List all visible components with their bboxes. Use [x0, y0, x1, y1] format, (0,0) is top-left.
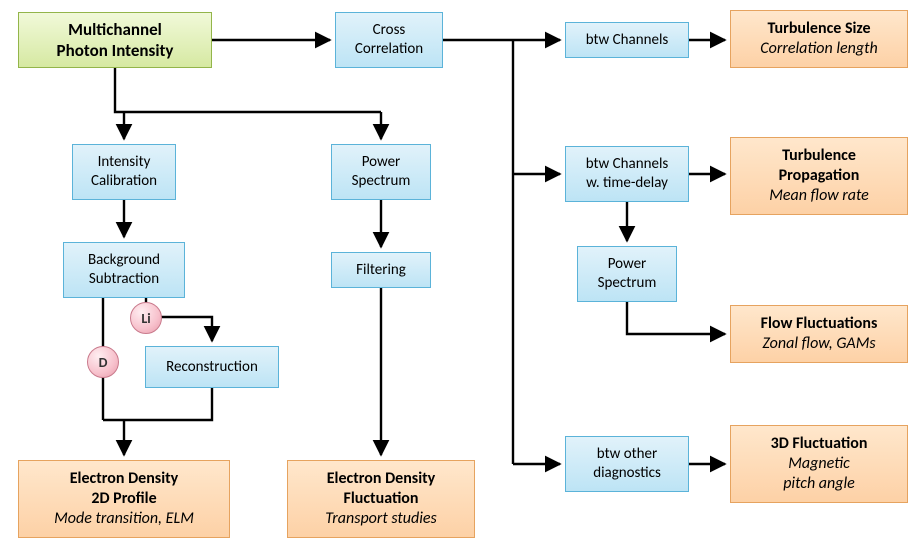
text: Zonal flow, GAMs — [762, 334, 875, 354]
text: Spectrum — [598, 274, 657, 293]
text: Power — [608, 255, 647, 274]
text: Electron Density — [327, 469, 436, 489]
node-btw-channels-delay: btw Channels w. time-delay — [565, 146, 689, 202]
node-btw-other-diagnostics: btw other diagnostics — [565, 436, 689, 492]
text: Electron Density — [70, 469, 179, 489]
text: D — [99, 354, 108, 371]
text: Turbulence Size — [767, 19, 870, 39]
text: btw Channels — [586, 155, 669, 174]
text: Intensity — [98, 153, 151, 172]
text: btw Channels — [586, 31, 669, 50]
badge-li: Li — [130, 302, 162, 334]
text: Flow Fluctuations — [761, 314, 878, 334]
node-reconstruction: Reconstruction — [145, 346, 279, 388]
node-btw-channels: btw Channels — [565, 22, 689, 58]
text: Mean flow rate — [769, 186, 869, 206]
node-cross-correlation: Cross Correlation — [335, 12, 443, 68]
node-background-subtraction: Background Subtraction — [63, 242, 185, 298]
text: Fluctuation — [344, 489, 419, 509]
node-intensity-calibration: Intensity Calibration — [72, 144, 176, 200]
text: Spectrum — [352, 172, 411, 191]
text: Li — [141, 310, 150, 327]
badge-d: D — [87, 346, 119, 378]
node-turbulence-size: Turbulence Size Correlation length — [730, 10, 908, 68]
text: Background — [88, 251, 160, 270]
node-flow-fluctuations: Flow Fluctuations Zonal flow, GAMs — [730, 305, 908, 363]
text: Photon Intensity — [57, 40, 174, 61]
text: Multichannel — [68, 19, 162, 40]
text: Turbulence — [782, 146, 856, 166]
text: Reconstruction — [166, 358, 258, 377]
text: w. time-delay — [586, 174, 668, 193]
text: 3D Fluctuation — [771, 434, 868, 454]
text: Magnetic — [788, 454, 849, 474]
node-electron-density-fluctuation: Electron Density Fluctuation Transport s… — [287, 460, 475, 538]
text: btw other — [597, 445, 657, 464]
text: Correlation length — [760, 39, 877, 59]
node-source: Multichannel Photon Intensity — [18, 12, 212, 68]
text: Mode transition, ELM — [54, 509, 194, 529]
text: Subtraction — [89, 270, 159, 289]
text: Cross — [373, 21, 406, 40]
text: Calibration — [91, 172, 157, 191]
text: 2D Profile — [91, 489, 156, 509]
text: Propagation — [779, 166, 860, 186]
node-3d-fluctuation: 3D Fluctuation Magnetic pitch angle — [730, 425, 908, 503]
node-filtering: Filtering — [331, 252, 431, 288]
text: Correlation — [355, 40, 423, 59]
text: pitch angle — [783, 474, 855, 494]
node-power-spectrum-2: Power Spectrum — [577, 246, 677, 302]
text: Filtering — [356, 261, 406, 280]
node-turbulence-propagation: Turbulence Propagation Mean flow rate — [730, 137, 908, 215]
text: diagnostics — [593, 464, 661, 483]
node-electron-density-profile: Electron Density 2D Profile Mode transit… — [18, 460, 230, 538]
text: Power — [362, 153, 401, 172]
text: Transport studies — [325, 509, 437, 529]
node-power-spectrum-1: Power Spectrum — [331, 144, 431, 200]
